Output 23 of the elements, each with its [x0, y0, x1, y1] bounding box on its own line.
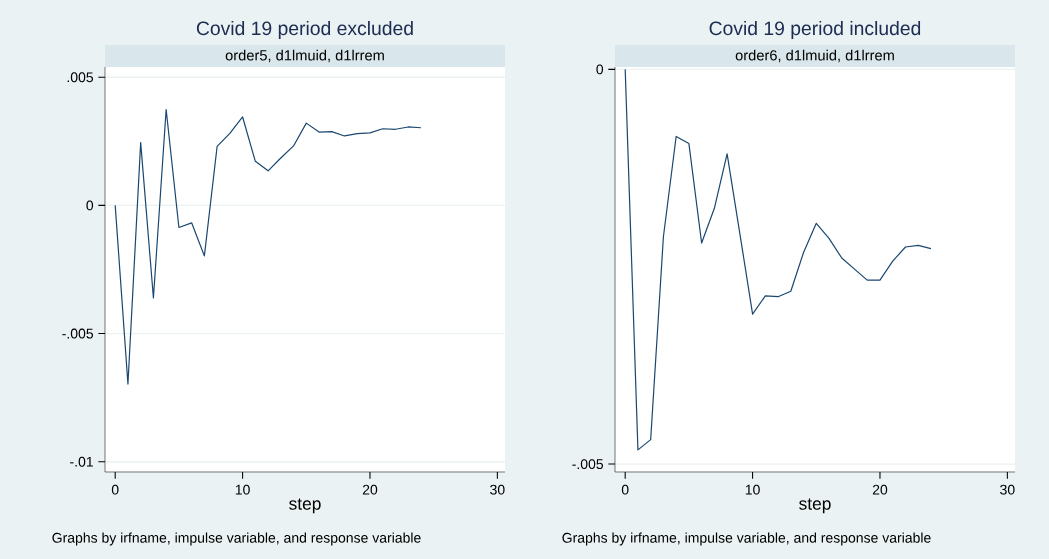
line-series	[114, 108, 422, 385]
line-series	[624, 68, 932, 451]
chart-subtitle: order5, d1lmuid, d1lrrem	[225, 49, 384, 63]
chart-title: Covid 19 period excluded	[196, 20, 413, 39]
x-tick-label: 20	[362, 484, 378, 495]
chart-subtitle: order6, d1lmuid, d1lrrem	[735, 49, 894, 63]
x-axis-title: step	[289, 498, 321, 514]
y-tick-label: -.005	[62, 328, 94, 339]
text: Graphs by irfname, impulse variable, and response variable	[562, 532, 931, 546]
x-tick-label: 0	[111, 484, 119, 495]
x-tick-label: 30	[1000, 484, 1015, 495]
y-tick-label: -.01	[70, 456, 93, 467]
y-tick-label: 0	[86, 200, 94, 211]
x-tick-label: 30	[490, 484, 505, 495]
x-tick-label: 0	[621, 484, 629, 495]
x-tick-label: 10	[235, 484, 250, 495]
y-tick-label: .005	[67, 72, 94, 83]
x-tick-label: 10	[745, 484, 760, 495]
text: Graphs by irfname, impulse variable, and response variable	[52, 532, 421, 546]
y-tick-label: -.005	[572, 459, 604, 470]
x-axis-title: step	[799, 498, 831, 514]
x-tick-label: 20	[872, 484, 888, 495]
chart-title: Covid 19 period included	[709, 20, 921, 39]
